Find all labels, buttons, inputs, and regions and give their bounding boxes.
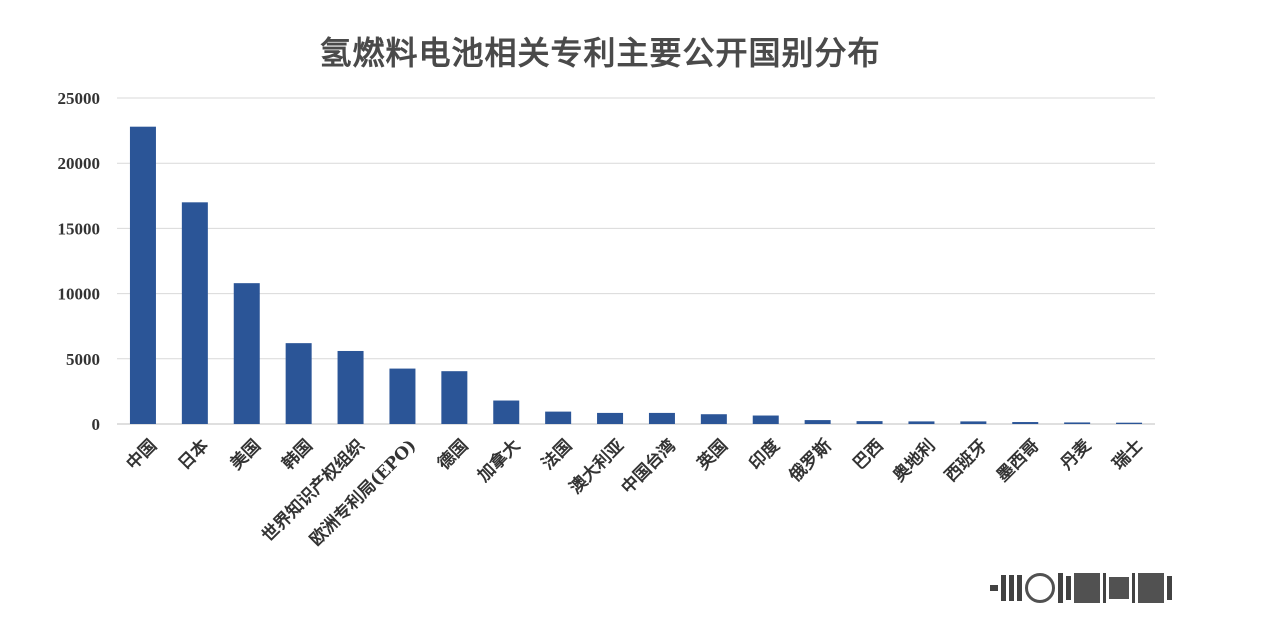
x-tick-label: 巴西 <box>849 436 887 474</box>
bars <box>129 126 1143 425</box>
x-tick-label: 韩国 <box>278 435 317 474</box>
bar <box>493 400 520 424</box>
x-tick-label: 奥地利 <box>889 435 940 486</box>
bar <box>597 412 624 424</box>
bar <box>960 421 987 424</box>
y-tick-label: 5000 <box>66 350 100 369</box>
x-tick-label: 墨西哥 <box>993 436 1043 486</box>
x-tick-label: 印度 <box>745 434 785 474</box>
x-tick-label: 中国台湾 <box>617 435 680 498</box>
x-tick-label: 丹麦 <box>1056 434 1096 474</box>
watermark-logo <box>990 568 1258 608</box>
x-tick-label: 俄罗斯 <box>784 435 836 487</box>
x-tick-label: 美国 <box>226 435 265 474</box>
x-tick-label: 德国 <box>433 435 472 474</box>
y-tick-label: 10000 <box>58 285 101 304</box>
x-tick-label: 法国 <box>537 435 576 474</box>
y-tick-label: 0 <box>92 415 101 434</box>
bar <box>545 411 572 424</box>
gridlines <box>117 97 1155 425</box>
x-tick-label: 瑞士 <box>1108 435 1147 474</box>
bar <box>337 350 364 424</box>
x-tick-label: 西班牙 <box>941 436 991 486</box>
chart-title: 氢燃料电池相关专利主要公开国别分布 <box>319 34 881 72</box>
bar <box>285 343 312 424</box>
x-tick-label: 日本 <box>174 435 213 474</box>
bar <box>804 420 831 424</box>
y-tick-label: 15000 <box>58 219 101 238</box>
y-tick-label: 20000 <box>58 154 101 173</box>
y-tick-label: 25000 <box>58 89 101 108</box>
bar <box>389 368 416 424</box>
bar <box>648 412 675 424</box>
bar <box>441 371 468 424</box>
bar <box>181 202 208 424</box>
bar <box>1012 422 1039 424</box>
bar <box>1064 422 1091 424</box>
bar <box>908 421 935 424</box>
bar <box>129 126 156 425</box>
bar <box>1116 422 1143 424</box>
x-tick-label: 澳大利亚 <box>565 435 628 498</box>
y-axis-ticks: 0 5000 10000 15000 20000 25000 <box>58 89 101 434</box>
bar <box>856 421 883 424</box>
bar <box>233 283 260 424</box>
bar <box>700 414 727 424</box>
x-tick-label: 加拿大 <box>473 435 525 487</box>
x-tick-label: 英国 <box>693 435 732 474</box>
x-tick-label: 中国 <box>122 435 161 474</box>
bar <box>752 415 779 424</box>
